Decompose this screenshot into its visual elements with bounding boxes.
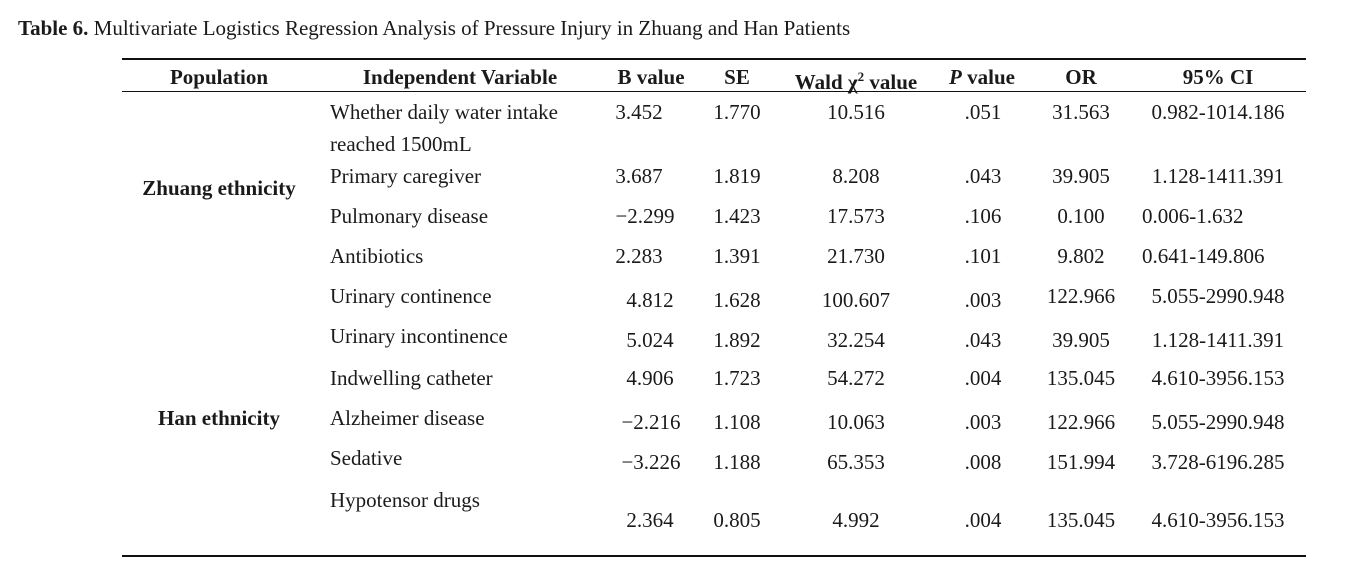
header-p-value: P value xyxy=(949,63,1015,91)
row-or: 135.045 xyxy=(1046,508,1116,532)
row-variable-line1: Hypotensor drugs xyxy=(330,488,480,512)
row-se: 1.423 xyxy=(713,204,761,228)
row-b-value: −2.299 xyxy=(615,204,675,228)
row-se: 1.819 xyxy=(713,164,761,188)
row-95-ci: 0.641-149.806 xyxy=(1142,244,1265,268)
row-b-value: 5.024 xyxy=(626,328,674,352)
row-or: 135.045 xyxy=(1046,366,1116,390)
row-se: 1.892 xyxy=(713,328,761,352)
row-variable-line1: Urinary continence xyxy=(330,284,492,308)
row-b-value: 3.687 xyxy=(615,164,663,188)
row-p-value: .008 xyxy=(964,450,1002,474)
table-title: Multivariate Logistics Regression Analys… xyxy=(88,16,851,40)
row-b-value: 2.364 xyxy=(626,508,674,532)
row-p-value: .043 xyxy=(964,164,1002,188)
row-wald-value: 100.607 xyxy=(821,288,891,312)
row-or: 122.966 xyxy=(1046,284,1116,308)
row-wald-value: 32.254 xyxy=(827,328,885,352)
header-se: SE xyxy=(724,65,750,89)
row-or: 31.563 xyxy=(1052,100,1110,124)
row-se: 1.391 xyxy=(713,244,761,268)
header-wald-superscript: 2 xyxy=(857,69,865,84)
row-variable-line1: Indwelling catheter xyxy=(330,366,493,390)
table-bottom-rule xyxy=(122,555,1306,557)
row-b-value: 2.283 xyxy=(615,244,663,268)
row-se: 1.723 xyxy=(713,366,761,390)
header-95-ci: 95% CI xyxy=(1182,65,1254,89)
table-header-rule xyxy=(122,91,1306,92)
row-variable-line1: Urinary incontinence xyxy=(330,324,508,348)
row-p-value: .106 xyxy=(964,204,1002,228)
row-95-ci: 4.610-3956.153 xyxy=(1151,366,1285,390)
row-variable-line2: reached 1500mL xyxy=(330,132,472,156)
header-or: OR xyxy=(1065,65,1097,89)
row-or: 122.966 xyxy=(1046,410,1116,434)
table-caption: Table 6. Multivariate Logistics Regressi… xyxy=(18,14,850,42)
row-b-value: 4.906 xyxy=(626,366,674,390)
row-95-ci: 0.006-1.632 xyxy=(1142,204,1244,228)
row-95-ci: 3.728-6196.285 xyxy=(1151,450,1285,474)
row-wald-value: 8.208 xyxy=(832,164,880,188)
row-wald-value: 10.516 xyxy=(827,100,885,124)
row-se: 1.628 xyxy=(713,288,761,312)
row-or: 151.994 xyxy=(1046,450,1116,474)
row-p-value: .004 xyxy=(964,508,1002,532)
row-wald-value: 21.730 xyxy=(827,244,885,268)
row-or: 0.100 xyxy=(1057,204,1105,228)
row-p-value: .051 xyxy=(964,100,1002,124)
row-95-ci: 5.055-2990.948 xyxy=(1151,410,1285,434)
row-p-value: .101 xyxy=(964,244,1002,268)
row-or: 9.802 xyxy=(1057,244,1105,268)
row-variable-line1: Pulmonary disease xyxy=(330,204,489,228)
header-p-suffix: value xyxy=(961,65,1015,89)
row-95-ci: 0.982-1014.186 xyxy=(1151,100,1285,124)
row-se: 1.188 xyxy=(713,450,761,474)
row-95-ci: 1.128-1411.391 xyxy=(1151,164,1285,188)
row-se: 1.770 xyxy=(713,100,761,124)
row-p-value: .003 xyxy=(964,288,1002,312)
row-wald-value: 54.272 xyxy=(827,366,885,390)
group-label-han: Han ethnicity xyxy=(158,406,280,430)
row-b-value: 4.812 xyxy=(626,288,674,312)
row-95-ci: 1.128-1411.391 xyxy=(1151,328,1285,352)
row-variable-line1: Antibiotics xyxy=(330,244,424,268)
row-or: 39.905 xyxy=(1052,164,1110,188)
row-b-value: −2.216 xyxy=(621,410,681,434)
header-p-italic: P xyxy=(949,65,962,89)
row-95-ci: 5.055-2990.948 xyxy=(1151,284,1285,308)
row-b-value: 3.452 xyxy=(615,100,663,124)
row-variable-line1: Alzheimer disease xyxy=(330,406,485,430)
row-p-value: .004 xyxy=(964,366,1002,390)
row-se: 1.108 xyxy=(713,410,761,434)
header-wald-value: Wald χ2 value xyxy=(795,63,917,96)
row-wald-value: 65.353 xyxy=(827,450,885,474)
table-top-rule xyxy=(122,58,1306,60)
row-95-ci: 4.610-3956.153 xyxy=(1151,508,1285,532)
row-se: 0.805 xyxy=(713,508,761,532)
table-label: Table 6. xyxy=(18,16,89,40)
row-wald-value: 10.063 xyxy=(827,410,885,434)
header-wald-suffix: value xyxy=(864,70,918,94)
header-population: Population xyxy=(169,65,269,89)
header-independent-variable: Independent Variable xyxy=(362,65,558,89)
header-wald-prefix: Wald χ xyxy=(794,70,858,94)
row-variable-line1: Whether daily water intake xyxy=(330,100,558,124)
header-b-value: B value xyxy=(617,65,685,89)
row-wald-value: 4.992 xyxy=(832,508,880,532)
row-p-value: .003 xyxy=(964,410,1002,434)
row-p-value: .043 xyxy=(964,328,1002,352)
row-variable-line1: Sedative xyxy=(330,446,403,470)
row-variable-line1: Primary caregiver xyxy=(330,164,482,188)
row-b-value: −3.226 xyxy=(621,450,681,474)
row-or: 39.905 xyxy=(1052,328,1110,352)
group-label-zhuang: Zhuang ethnicity xyxy=(142,176,296,200)
row-wald-value: 17.573 xyxy=(827,204,885,228)
